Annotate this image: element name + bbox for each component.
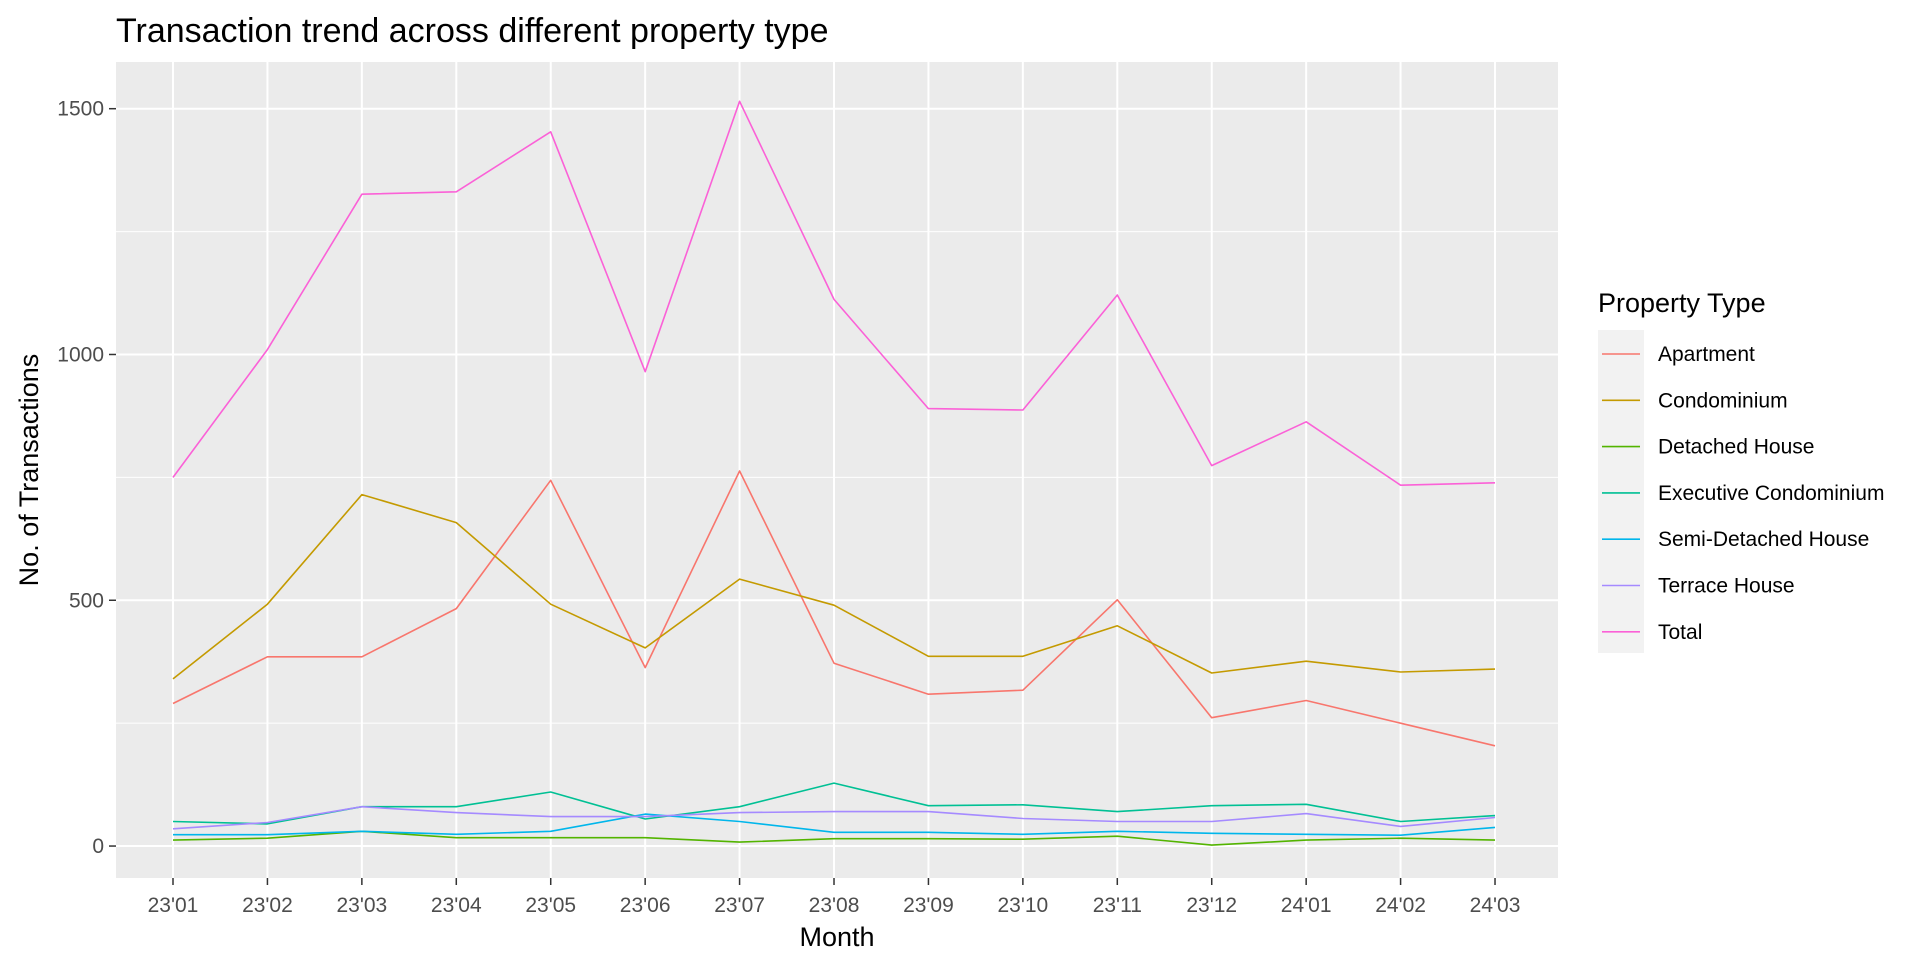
- series-line-semi-detached-house: [173, 813, 1496, 837]
- x-axis: 23'01 23'02 23'03 23'04 23'05 23'06 23'07 23'08…: [148, 878, 1521, 917]
- x-tick-label: 23'08: [809, 894, 860, 917]
- legend-label-terrace-house: Terrace House: [1658, 575, 1795, 598]
- legend-label-apartment: Apartment: [1658, 343, 1755, 366]
- major-gridlines: [116, 62, 1558, 878]
- y-tick-label: 1500: [57, 98, 104, 121]
- legend-label-condominium: Condominium: [1658, 389, 1788, 412]
- x-tick-label: 23'01: [148, 894, 199, 917]
- x-tick-label: 23'06: [620, 894, 671, 917]
- minor-gridlines: [116, 231, 1558, 724]
- x-tick-label: 23'03: [336, 894, 387, 917]
- x-tick-label: 24'02: [1375, 894, 1426, 917]
- x-tick-label: 23'11: [1093, 894, 1142, 917]
- series-line-detached-house: [172, 830, 1496, 846]
- series-line-apartment: [172, 470, 1496, 747]
- legend-items: Apartment Condominium Detached House Execut…: [1602, 343, 1884, 644]
- plot-panel: [116, 62, 1558, 878]
- series-line-condominium: [172, 493, 1496, 680]
- legend-label-detached-house: Detached House: [1658, 436, 1814, 459]
- y-axis: 0 500 1000 1500: [57, 98, 116, 858]
- x-tick-label: 23'12: [1186, 894, 1237, 917]
- x-tick-label: 23'10: [998, 894, 1049, 917]
- legend-key-background: [1598, 330, 1644, 653]
- x-tick-label: 23'04: [431, 894, 482, 917]
- series-lines: [172, 100, 1496, 846]
- y-tick-label: 1000: [57, 343, 104, 366]
- x-tick-label: 23'05: [525, 894, 576, 917]
- x-tick-label: 24'03: [1470, 894, 1521, 917]
- y-tick-label: 500: [69, 589, 104, 612]
- legend-label-semi-detached-house: Semi-Detached House: [1658, 528, 1869, 551]
- legend-label-executive-condominium: Executive Condominium: [1658, 482, 1884, 505]
- series-line-executive-condominium: [172, 782, 1496, 825]
- legend-title: Property Type: [1598, 288, 1766, 318]
- x-axis-title: Month: [799, 922, 874, 952]
- x-tick-label: 23'02: [242, 894, 293, 917]
- legend: Property Type Apartment Condominium Detach…: [1598, 288, 1884, 653]
- y-axis-title: No. of Transactions: [14, 354, 44, 587]
- x-tick-label: 23'07: [714, 894, 765, 917]
- series-line-terrace-house: [172, 805, 1496, 830]
- legend-label-total: Total: [1658, 621, 1702, 644]
- series-line-total: [172, 100, 1496, 487]
- y-tick-label: 0: [92, 835, 104, 858]
- x-tick-label: 24'01: [1281, 894, 1332, 917]
- x-tick-label: 23'09: [903, 894, 954, 917]
- chart-title: Transaction trend across different prope…: [116, 12, 828, 50]
